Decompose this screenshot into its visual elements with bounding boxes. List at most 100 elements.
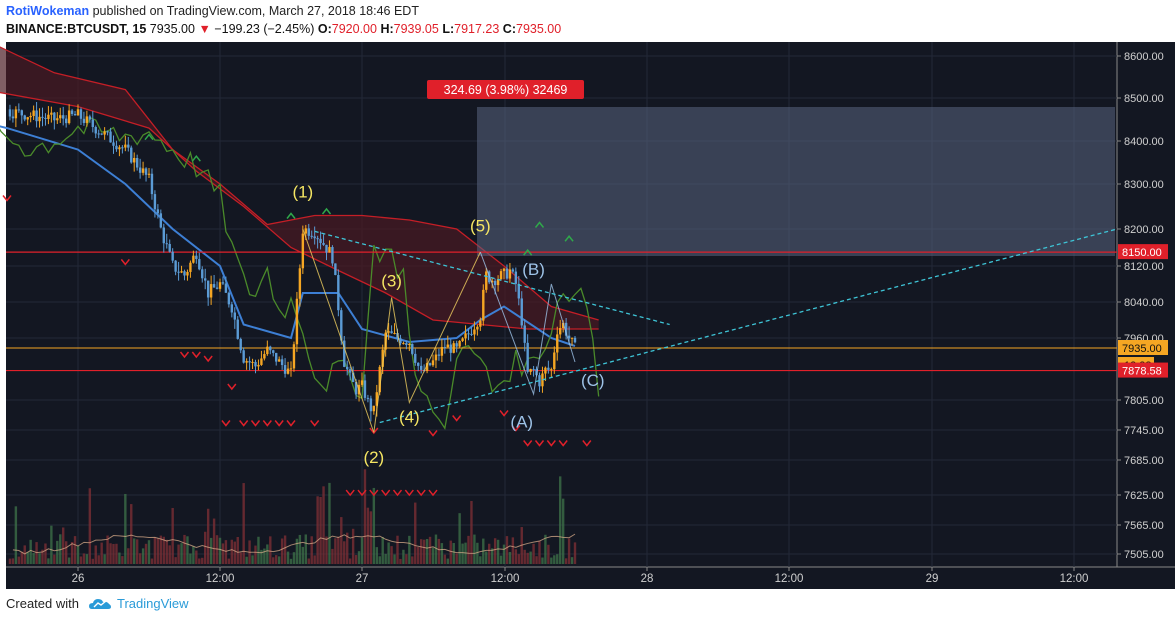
candle-body: [121, 147, 124, 149]
volume-bar: [473, 534, 476, 564]
volume-bar: [230, 539, 234, 564]
fractal-up-marker: [191, 154, 201, 162]
volume-bar: [334, 538, 337, 564]
fractal-down-marker: [369, 489, 379, 497]
fractal-down-marker: [239, 420, 249, 427]
volume-bar: [236, 536, 239, 564]
candle-body: [493, 280, 497, 286]
volume-bar: [357, 551, 361, 564]
volume-bar: [79, 556, 83, 564]
fractal-down-marker: [428, 489, 438, 497]
volume-bar: [467, 535, 470, 564]
volume-bar: [310, 536, 313, 564]
volume-bar: [209, 537, 213, 564]
volume-ma: [12, 533, 576, 555]
volume-bar: [59, 534, 62, 564]
candle-body: [502, 268, 506, 272]
candle-body: [277, 359, 281, 362]
candle-body: [455, 343, 458, 347]
price-tag-label: 7878.58: [1122, 366, 1162, 378]
candle-body: [547, 367, 550, 370]
volume-bar: [168, 545, 171, 564]
volume-bar: [556, 554, 559, 564]
volume-bar: [455, 553, 458, 564]
volume-bar: [369, 511, 373, 564]
candle-body: [476, 326, 479, 330]
measure-box[interactable]: [477, 107, 1115, 256]
tradingview-brand[interactable]: TradingView: [116, 596, 189, 611]
fractal-down-marker: [392, 489, 403, 497]
volume-bar: [381, 536, 384, 564]
candle-body: [322, 243, 325, 245]
candle-body: [192, 255, 195, 263]
volume-bar: [94, 545, 97, 564]
candle-body: [425, 363, 429, 371]
chikou-line: [0, 116, 600, 430]
volume-bar: [452, 543, 455, 564]
fractal-up-marker: [321, 207, 332, 215]
volume-bar: [298, 534, 302, 564]
candle-body: [56, 118, 59, 121]
candles: [8, 101, 577, 422]
volume-bar: [307, 558, 310, 564]
price-axis: 8600.00 8500.00 8400.00 8300.00 8200.00 8120.…: [1117, 51, 1164, 561]
volume-bar: [346, 532, 349, 564]
candle-body: [227, 292, 231, 305]
price-chart[interactable]: (1) (2) (3) (4) (5) (A) (B) (C) 324.69 (3.98%) …: [0, 40, 1175, 590]
candle-body: [550, 369, 553, 371]
candle-body: [62, 115, 65, 119]
candle-body: [292, 344, 296, 369]
candle-body: [393, 332, 396, 334]
volume-bar: [277, 556, 281, 564]
candle-body: [482, 289, 485, 321]
candle-body: [118, 147, 121, 150]
volume-bar: [224, 540, 228, 564]
volume-bar: [393, 554, 396, 564]
fractal-down-marker: [452, 415, 462, 422]
candle-body: [325, 244, 328, 253]
upper-trendline: [314, 230, 670, 326]
volume-bar: [396, 535, 399, 564]
candle-body: [165, 243, 168, 245]
price-tick-label: 8400.00: [1124, 136, 1164, 148]
fractal-down-marker: [345, 489, 355, 497]
volume-bar: [425, 539, 429, 564]
symbol: BINANCE:BTCUSDT, 15: [6, 22, 147, 36]
candle-body: [144, 168, 148, 175]
low-value: 7917.23: [454, 22, 500, 36]
volume-bar: [82, 553, 86, 564]
candle-body: [360, 380, 364, 385]
volume-bar: [529, 551, 532, 564]
high-label: H:: [380, 22, 394, 36]
trendlines[interactable]: [314, 228, 1118, 424]
price-tick-label: 8500.00: [1124, 93, 1164, 105]
volume-bar: [419, 539, 423, 564]
volume-bar: [64, 541, 68, 564]
volume-bar: [192, 546, 195, 564]
candle-body: [286, 368, 290, 374]
volume-bar: [547, 544, 550, 564]
volume-bar: [354, 555, 358, 564]
volume-bar: [535, 556, 538, 564]
volume-bar: [378, 556, 381, 564]
candle-body: [399, 338, 402, 344]
fractal-down-marker: [558, 440, 568, 447]
volume-bar: [198, 558, 201, 564]
volume-bar: [286, 551, 290, 564]
volume-bar: [567, 538, 571, 564]
volume-bar: [177, 544, 180, 564]
volume-bar: [485, 551, 488, 564]
author-name[interactable]: RotiWokeman: [6, 4, 90, 18]
wave-label: (4): [399, 408, 420, 427]
fractal-down-marker: [274, 420, 284, 427]
volume-bar: [289, 558, 293, 564]
candle-body: [381, 349, 384, 367]
candle-body: [221, 282, 225, 284]
candle-body: [17, 109, 21, 111]
candle-body: [112, 142, 115, 146]
candle-body: [180, 271, 183, 273]
volume-bar: [11, 558, 15, 564]
volume-bar: [186, 536, 189, 564]
candle-body: [301, 233, 305, 269]
volume-bar: [517, 554, 520, 564]
